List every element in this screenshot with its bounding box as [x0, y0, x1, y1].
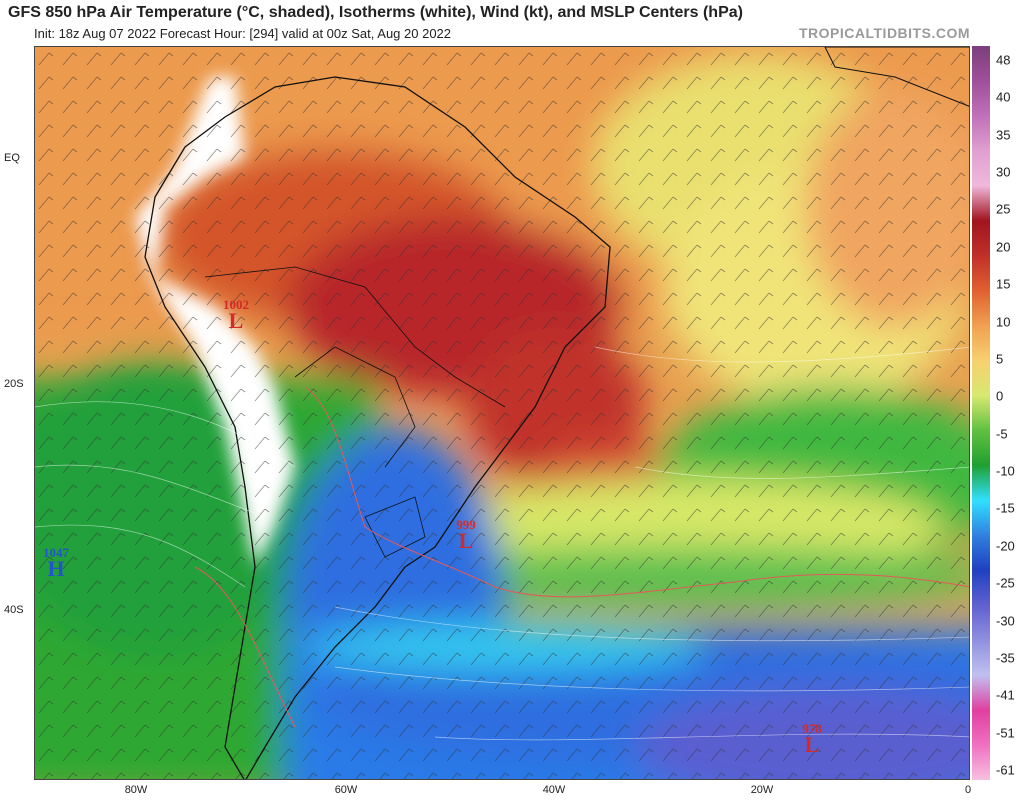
colorbar-label: 35: [996, 127, 1011, 143]
colorbar-label: 0: [996, 388, 1004, 404]
colorbar-label: -20: [996, 538, 1015, 554]
colorbar-label: 40: [996, 89, 1011, 105]
colorbar-label: 15: [996, 276, 1011, 292]
chart-subtitle: Init: 18z Aug 07 2022 Forecast Hour: [29…: [34, 26, 452, 41]
colorbar-label: -25: [996, 575, 1015, 591]
colorbar-label: -10: [996, 463, 1015, 479]
lon-label-40w: 40W: [542, 784, 566, 796]
colorbar-label: 48: [996, 52, 1011, 68]
lat-label-40s: 40S: [4, 604, 24, 616]
pressure-value: 1002: [223, 297, 249, 312]
lon-label-0: 0: [964, 784, 972, 796]
temperature-field: [35, 47, 969, 779]
colorbar-label: -61: [996, 762, 1015, 778]
pressure-center-low: 1002 L: [214, 297, 258, 333]
lon-label-80w: 80W: [124, 784, 148, 796]
colorbar-label: 5: [996, 351, 1004, 367]
lon-label-20w: 20W: [750, 784, 774, 796]
colorbar-label: -30: [996, 613, 1015, 629]
pressure-center-low: 978 L: [792, 721, 832, 757]
pressure-value: 1047: [43, 545, 69, 560]
colorbar-label: -51: [996, 725, 1015, 741]
pressure-letter: L: [458, 528, 474, 553]
weather-map[interactable]: [34, 46, 970, 780]
temperature-colorbar: [972, 46, 990, 780]
colorbar-label: -5: [996, 426, 1008, 442]
pressure-letter: L: [804, 732, 820, 757]
chart-title: GFS 850 hPa Air Temperature (°C, shaded)…: [8, 4, 743, 21]
lat-label-20s: 20S: [4, 378, 24, 390]
colorbar-label: 10: [996, 314, 1011, 330]
colorbar-label: -15: [996, 500, 1015, 516]
brand-watermark[interactable]: TROPICALTIDBITS.COM: [798, 25, 970, 41]
pressure-letter: H: [47, 556, 65, 581]
colorbar-label: 30: [996, 164, 1011, 180]
colorbar-label: 25: [996, 201, 1011, 217]
colorbar-label: 20: [996, 239, 1011, 255]
colorbar-label: -35: [996, 650, 1015, 666]
pressure-value: 999: [456, 517, 476, 532]
colorbar-label: -41: [996, 687, 1015, 703]
pressure-center-low: 999 L: [446, 517, 486, 553]
pressure-value: 978: [802, 721, 822, 736]
pressure-center-high: 1047 H: [34, 545, 78, 581]
lon-label-60w: 60W: [334, 784, 358, 796]
lat-label-eq: EQ: [4, 152, 20, 164]
pressure-letter: L: [228, 308, 244, 333]
